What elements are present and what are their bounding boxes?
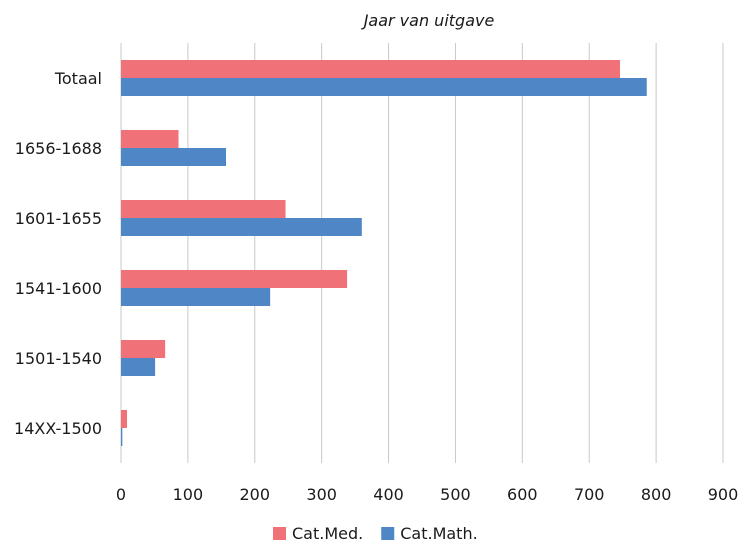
x-tick-label: 600: [507, 485, 538, 504]
bar-cat-med--1541-1600: [121, 270, 348, 288]
x-tick-label: 300: [306, 485, 337, 504]
x-tick-label: 500: [440, 485, 471, 504]
x-axis-tick-labels: 0 100 200 300 400 500 600 700 800 900: [116, 485, 738, 504]
x-tick-label: 0: [116, 485, 126, 504]
x-tick-label: 100: [173, 485, 204, 504]
category-label: 1501-1540: [15, 349, 102, 368]
legend-label: Cat.Med.: [292, 524, 363, 543]
bar-cat-math--1501-1540: [121, 358, 156, 376]
x-tick-label: 200: [240, 485, 271, 504]
x-tick-label: 700: [574, 485, 605, 504]
legend: Cat.Med. Cat.Math.: [273, 524, 478, 543]
bar-cat-med--1501-1540: [121, 340, 166, 358]
category-label: 1541-1600: [15, 279, 102, 298]
bar-cat-med--1656-1688: [121, 130, 179, 148]
legend-swatch: [381, 527, 395, 540]
category-labels: 14XX-1500 1501-1540 1541-1600 1601-1655 1656…: [14, 69, 102, 438]
legend-swatch: [273, 527, 286, 540]
category-label: 1656-1688: [15, 139, 102, 158]
chart-title: Jaar van uitgave: [361, 11, 495, 30]
bar-cat-med--1601-1655: [121, 200, 286, 218]
bar-cat-med--14xx-1500: [121, 410, 128, 428]
legend-label: Cat.Math.: [400, 524, 477, 543]
bar-cat-math--1601-1655: [121, 218, 362, 236]
bar-cat-math--1656-1688: [121, 148, 227, 166]
grid-lines: [120, 43, 724, 463]
category-label: 1601-1655: [15, 209, 102, 228]
x-tick-label: 400: [373, 485, 404, 504]
bars: [121, 60, 647, 446]
x-tick-label: 900: [708, 485, 739, 504]
category-label: Totaal: [54, 69, 102, 88]
bar-cat-med--totaal: [121, 60, 620, 78]
category-label: 14XX-1500: [14, 419, 102, 438]
x-tick-label: 800: [641, 485, 672, 504]
bar-cat-math--1541-1600: [121, 288, 271, 306]
bar-cat-math--totaal: [121, 78, 647, 96]
bar-cat-math--14xx-1500: [121, 428, 123, 446]
